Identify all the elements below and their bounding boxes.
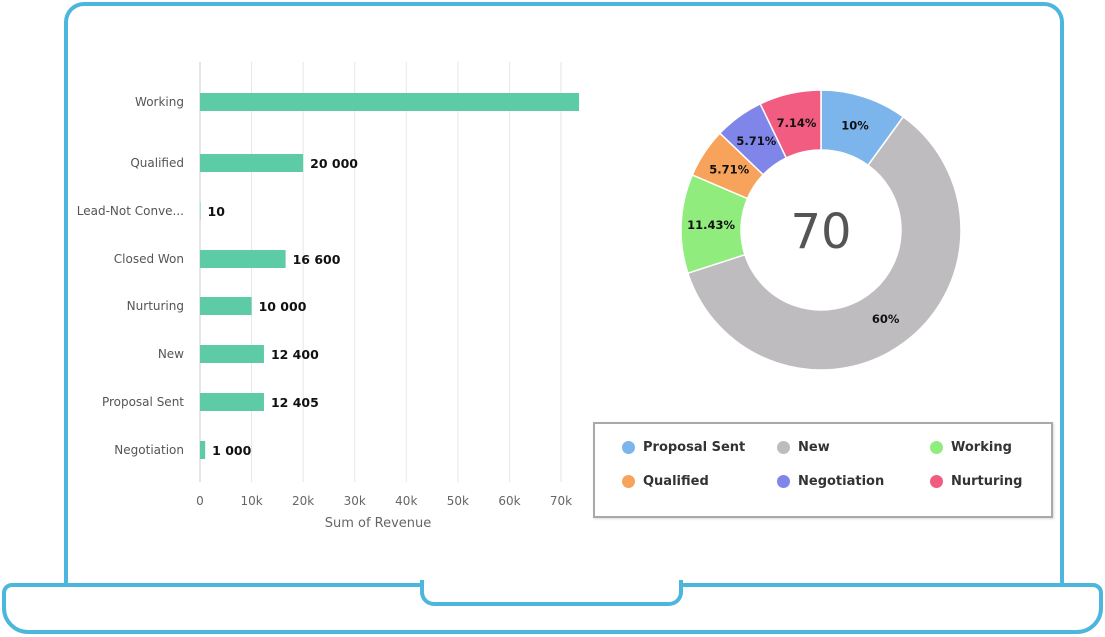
legend-marker [622, 441, 635, 454]
x-axis-title: Sum of Revenue [325, 516, 432, 531]
bar[interactable] [200, 441, 206, 459]
donut-center-total: 70 [790, 204, 851, 260]
legend-label: Qualified [643, 474, 709, 489]
category-label: New [158, 347, 184, 361]
x-tick-label: 0 [196, 494, 204, 508]
category-label: Proposal Sent [102, 395, 184, 409]
slice-data-label: 60% [872, 312, 900, 326]
legend-item[interactable]: Working [930, 440, 1012, 455]
category-label: Closed Won [114, 252, 184, 266]
legend-item[interactable]: New [777, 440, 830, 455]
x-tick-label: 30k [344, 494, 366, 508]
bar[interactable] [200, 345, 264, 363]
legend-item[interactable]: Nurturing [930, 474, 1022, 489]
bar-data-label: 20 000 [310, 156, 358, 171]
legend-label: Proposal Sent [643, 440, 746, 455]
category-label: Negotiation [114, 443, 184, 457]
legend-marker [930, 475, 943, 488]
chart-legend: Proposal Sent New Working Qualified Negotiat… [593, 422, 1053, 518]
legend-label: Working [951, 440, 1012, 455]
bar[interactable] [200, 250, 286, 268]
donut-chart: 10%60%11.43%5.71%5.71%7.14%70 [680, 89, 962, 371]
x-tick-label: 40k [395, 494, 417, 508]
legend-marker [777, 441, 790, 454]
x-tick-label: 70k [550, 494, 572, 508]
revenue-bar-chart: 0 10k 20k 30k 40k 50k 60k 70k Sum of Revenue Work… [77, 62, 580, 531]
slice-data-label: 5.71% [709, 162, 749, 176]
legend-marker [930, 441, 943, 454]
slice-data-label: 7.14% [777, 116, 817, 130]
slice-data-label: 11.43% [687, 218, 735, 232]
bar-data-label: 10 [208, 204, 226, 219]
bar[interactable] [200, 154, 304, 172]
slice-data-label: 10% [841, 118, 869, 132]
donut-slice[interactable] [759, 89, 822, 159]
donut-slice[interactable] [686, 115, 962, 371]
legend-item[interactable]: Proposal Sent [622, 440, 745, 455]
bar[interactable] [200, 393, 264, 411]
x-tick-label: 50k [447, 494, 469, 508]
legend-marker [777, 475, 790, 488]
x-tick-label: 20k [292, 494, 314, 508]
bar[interactable] [200, 297, 252, 315]
bar[interactable] [200, 202, 201, 220]
legend-label: New [798, 440, 830, 455]
bar-data-label: 10 000 [259, 299, 307, 314]
x-tick-label: 60k [498, 494, 520, 508]
category-label: Nurturing [127, 299, 184, 313]
slice-data-label: 5.71% [736, 134, 776, 148]
bar-data-label: 1 000 [212, 443, 251, 458]
bar[interactable] [200, 93, 580, 111]
category-label: Lead-Not Conve... [77, 204, 184, 218]
laptop-notch [420, 580, 683, 606]
legend-marker [622, 475, 635, 488]
category-label: Qualified [130, 156, 184, 170]
legend-item[interactable]: Negotiation [777, 474, 884, 489]
x-tick-label: 10k [240, 494, 262, 508]
legend-label: Negotiation [798, 474, 885, 489]
bar-data-label: 16 600 [293, 252, 341, 267]
bar-data-label: 12 400 [271, 347, 319, 362]
legend-label: Nurturing [951, 474, 1023, 489]
legend-item[interactable]: Qualified [622, 474, 709, 489]
bar-data-label: 12 405 [271, 395, 319, 410]
category-label: Working [135, 95, 184, 109]
